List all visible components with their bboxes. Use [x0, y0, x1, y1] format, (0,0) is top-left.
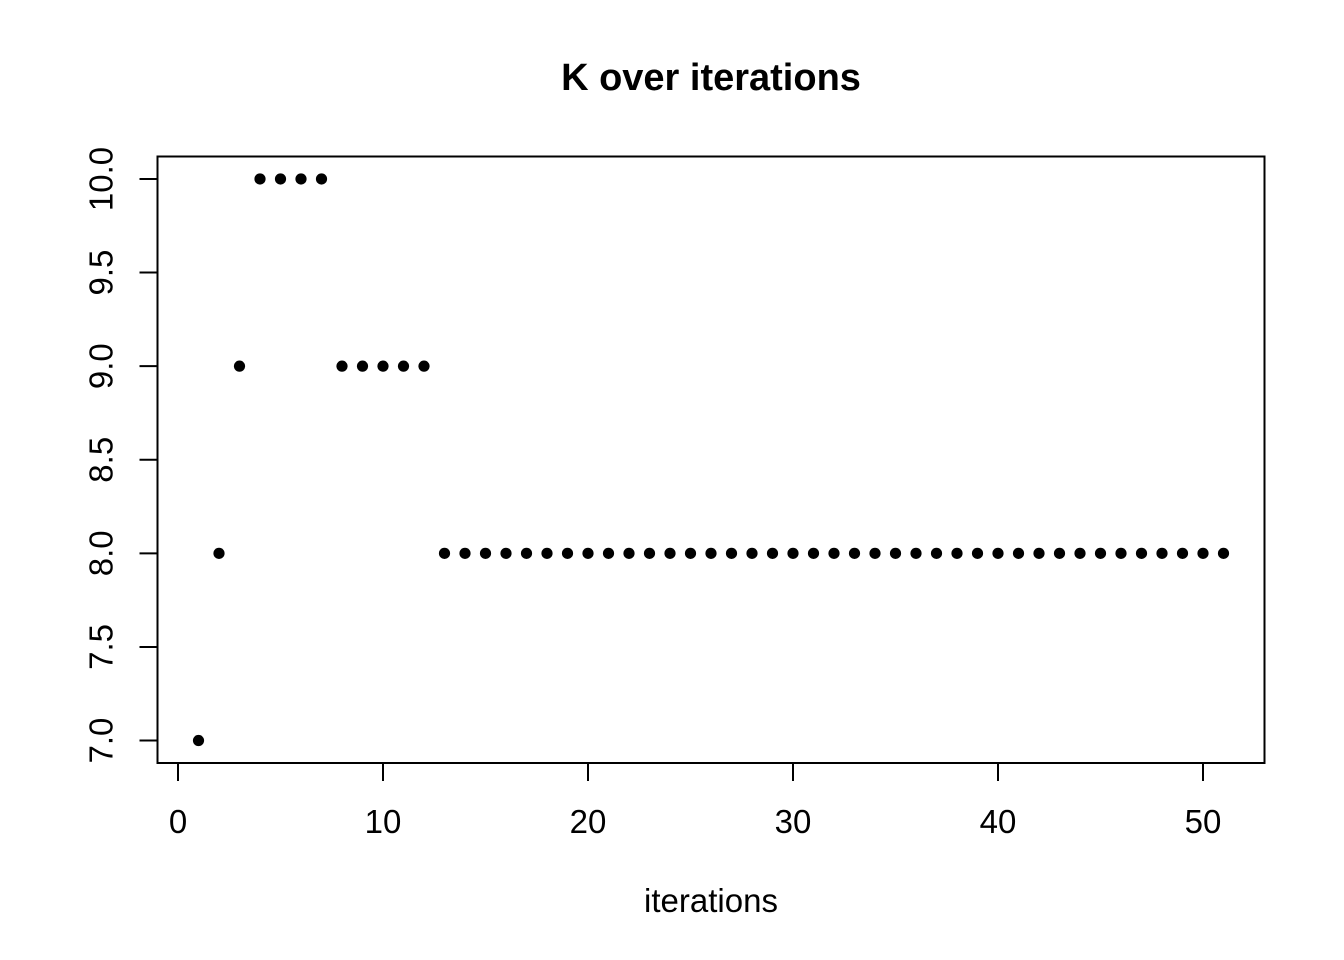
x-tick-label: 10	[365, 803, 402, 840]
data-point	[254, 173, 266, 185]
plot-frame	[156, 155, 1266, 764]
y-tick-label: 7.0	[83, 718, 120, 764]
data-point	[336, 360, 348, 372]
data-point	[377, 360, 389, 372]
data-point	[459, 547, 471, 559]
data-point	[828, 547, 840, 559]
data-point	[233, 360, 246, 372]
data-point	[1217, 547, 1230, 559]
data-point	[356, 360, 369, 372]
x-tick-label: 50	[1185, 803, 1222, 840]
y-tick-label: 9.5	[83, 250, 120, 296]
data-point	[295, 173, 307, 185]
x-axis: 0 10 20 30 40 50	[169, 763, 1222, 840]
data-point	[910, 547, 922, 559]
y-tick-label: 10.0	[83, 147, 120, 211]
data-point	[213, 547, 225, 559]
y-tick-label: 7.5	[83, 624, 120, 670]
x-tick-label: 0	[169, 803, 187, 840]
data-point	[1094, 547, 1107, 559]
data-point	[479, 547, 492, 559]
x-axis-label: iterations	[644, 882, 778, 919]
data-point	[848, 547, 861, 559]
data-point	[500, 547, 512, 559]
data-point	[889, 547, 902, 559]
data-point	[725, 547, 738, 559]
data-point	[1033, 547, 1045, 559]
data-point	[746, 547, 758, 559]
chart-title: K over iterations	[561, 57, 861, 99]
data-point	[418, 360, 430, 372]
data-point	[192, 734, 205, 747]
data-point	[787, 547, 799, 559]
data-point	[623, 547, 635, 559]
data-point	[1012, 547, 1025, 559]
data-points	[192, 173, 1230, 747]
data-point	[602, 547, 615, 559]
data-point	[684, 547, 697, 559]
data-point	[520, 547, 533, 559]
data-point	[992, 547, 1004, 559]
data-point	[1135, 547, 1148, 559]
data-point	[274, 173, 287, 185]
data-point	[869, 547, 881, 559]
data-point	[397, 360, 410, 372]
x-tick-label: 20	[570, 803, 607, 840]
data-point	[930, 547, 943, 559]
data-point	[1197, 547, 1209, 559]
data-point	[1074, 547, 1086, 559]
data-point	[951, 547, 963, 559]
data-point	[582, 547, 594, 559]
data-point	[971, 547, 984, 559]
y-tick-label: 9.0	[83, 343, 120, 389]
data-point	[1156, 547, 1168, 559]
y-tick-label: 8.5	[83, 437, 120, 483]
data-point	[438, 547, 451, 559]
data-point	[1053, 547, 1066, 559]
data-point	[664, 547, 676, 559]
data-point	[807, 547, 820, 559]
data-point	[561, 547, 574, 559]
x-tick-label: 30	[775, 803, 812, 840]
data-point	[315, 173, 328, 185]
data-point	[705, 547, 717, 559]
x-tick-label: 40	[980, 803, 1017, 840]
y-axis: 7.0 7.5 8.0 8.5 9.0 9.5 10.0	[83, 147, 158, 764]
data-point	[1115, 547, 1127, 559]
data-point	[643, 547, 656, 559]
data-point	[1176, 547, 1189, 559]
data-point	[766, 547, 779, 559]
data-point	[541, 547, 553, 559]
y-tick-label: 8.0	[83, 530, 120, 576]
